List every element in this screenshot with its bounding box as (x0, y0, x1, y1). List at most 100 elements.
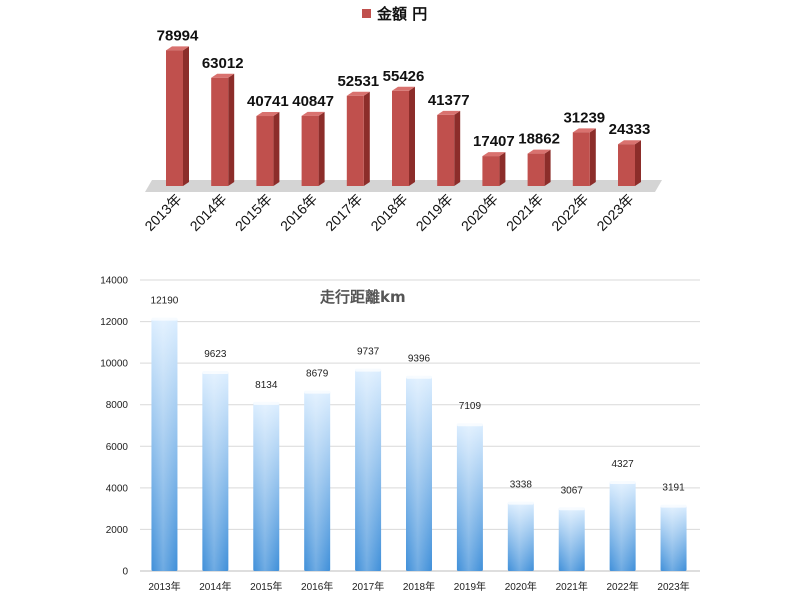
top-data-label: 18862 (518, 131, 560, 148)
top-bar-side (544, 149, 551, 186)
bottom-data-label: 9623 (204, 349, 227, 360)
bottom-x-tick-label: 2016年 (301, 580, 333, 593)
bottom-y-tick-label: 2000 (106, 525, 129, 536)
bottom-bar-cap (558, 506, 585, 511)
bottom-bar-cap (304, 389, 331, 394)
top-bar-side (409, 86, 415, 186)
bottom-data-label: 7109 (459, 401, 482, 412)
bottom-data-label: 12190 (151, 296, 179, 307)
top-bar-cap (301, 111, 325, 116)
bottom-bar-shine (202, 370, 229, 571)
bottom-chart-y-axis: 0 2000 4000 6000 8000 10000 12000 14000 (100, 276, 128, 578)
bottom-chart-title: 走行距離km (320, 288, 406, 306)
top-x-tick-label: 2020年 (458, 191, 501, 234)
top-bar-cap (437, 110, 461, 115)
top-bar-side (363, 91, 370, 186)
top-bar-cap (346, 91, 370, 96)
bottom-x-tick-label: 2017年 (352, 580, 384, 593)
top-bar-front (527, 153, 545, 186)
top-data-label: 78994 (157, 27, 199, 44)
top-bar (256, 112, 280, 186)
top-bar-cap (618, 140, 641, 145)
top-bar-front (211, 77, 229, 186)
bottom-x-tick-label: 2021年 (556, 580, 588, 593)
top-x-tick-label: 2015年 (232, 191, 275, 234)
legend-swatch (362, 9, 371, 18)
bottom-x-tick-label: 2014年 (199, 580, 231, 593)
bottom-x-tick-label: 2023年 (657, 580, 689, 593)
top-bar (346, 91, 370, 186)
top-bar (618, 140, 641, 186)
top-bar-cap (482, 152, 506, 157)
bottom-x-tick-label: 2018年 (403, 580, 435, 593)
top-bar (166, 46, 189, 186)
top-bar-side (318, 111, 325, 186)
bottom-bar-shine (253, 401, 280, 571)
bottom-bar-shine (151, 317, 178, 571)
top-data-label: 40847 (292, 93, 334, 110)
top-data-label: 40741 (247, 93, 289, 110)
bottom-y-tick-label: 6000 (106, 442, 129, 453)
top-bar (211, 73, 235, 186)
top-bar-front (572, 132, 590, 186)
top-x-tick-label: 2016年 (277, 191, 320, 234)
bottom-bar (304, 389, 331, 571)
bottom-bar (151, 316, 178, 571)
bottom-y-tick-label: 12000 (100, 317, 128, 328)
top-legend: 金額 円 (362, 5, 427, 23)
top-bar-cap (572, 128, 596, 133)
bottom-bar-shine (660, 504, 687, 571)
bottom-bar-cap (151, 316, 178, 321)
top-x-tick-label: 2014年 (187, 191, 230, 234)
top-bar-front (618, 144, 635, 186)
bottom-bar (609, 480, 636, 571)
top-bar-side (499, 152, 506, 186)
top-bar-side (228, 73, 235, 186)
bottom-bar (202, 369, 229, 571)
top-x-tick-label: 2022年 (548, 191, 591, 234)
bottom-x-tick-label: 2019年 (454, 580, 486, 593)
top-data-label: 41377 (428, 92, 470, 109)
bottom-x-tick-label: 2013年 (148, 580, 180, 593)
bottom-bar (253, 400, 280, 571)
top-bar-cap (527, 149, 551, 154)
bottom-bar-cap (253, 400, 280, 405)
bottom-data-label: 3067 (561, 485, 584, 496)
top-x-tick-label: 2021年 (503, 191, 546, 234)
bottom-y-tick-label: 0 (122, 567, 128, 578)
bottom-chart-data-labels: 12190 9623 8134 8679 9737 9396 7109 3338 3067 432… (151, 296, 686, 497)
bottom-bar (355, 367, 382, 571)
bottom-data-label: 3338 (510, 480, 533, 491)
top-bar (482, 152, 506, 186)
bottom-chart-bars (151, 316, 687, 571)
bottom-bar-shine (355, 368, 382, 571)
bottom-data-label: 3191 (662, 483, 685, 494)
top-x-tick-label: 2017年 (322, 191, 365, 234)
top-bar-cap (256, 112, 280, 117)
top-bar-cap (392, 86, 415, 91)
bottom-x-tick-label: 2022年 (607, 580, 639, 593)
bottom-x-tick-label: 2020年 (505, 580, 537, 593)
top-x-tick-label: 2013年 (141, 191, 184, 234)
top-bar-side (635, 140, 641, 186)
top-chart-x-axis: 2013年 2014年 2015年 2016年 2017年 2018年 2019年 2020年… (141, 191, 636, 234)
bottom-bar-shine (507, 501, 534, 571)
bottom-bar-cap (456, 422, 483, 427)
bottom-data-label: 8679 (306, 369, 329, 380)
top-bar-front (437, 114, 455, 186)
top-bar-cap (211, 73, 235, 78)
top-bar-front (256, 116, 274, 186)
bottom-bar-shine (456, 423, 483, 571)
top-bar-front (482, 156, 500, 186)
top-chart-bars (166, 46, 641, 186)
top-data-label: 17407 (473, 133, 515, 150)
top-bar-front (166, 50, 183, 186)
bottom-chart-x-axis: 2013年 2014年 2015年 2016年 2017年 2018年 2019年 2020年… (148, 580, 689, 593)
bottom-y-tick-label: 10000 (100, 359, 128, 370)
bottom-bar-cap (609, 480, 636, 485)
bottom-bar-cap (406, 374, 432, 379)
top-bar-side (589, 128, 596, 186)
top-bar (392, 86, 415, 186)
